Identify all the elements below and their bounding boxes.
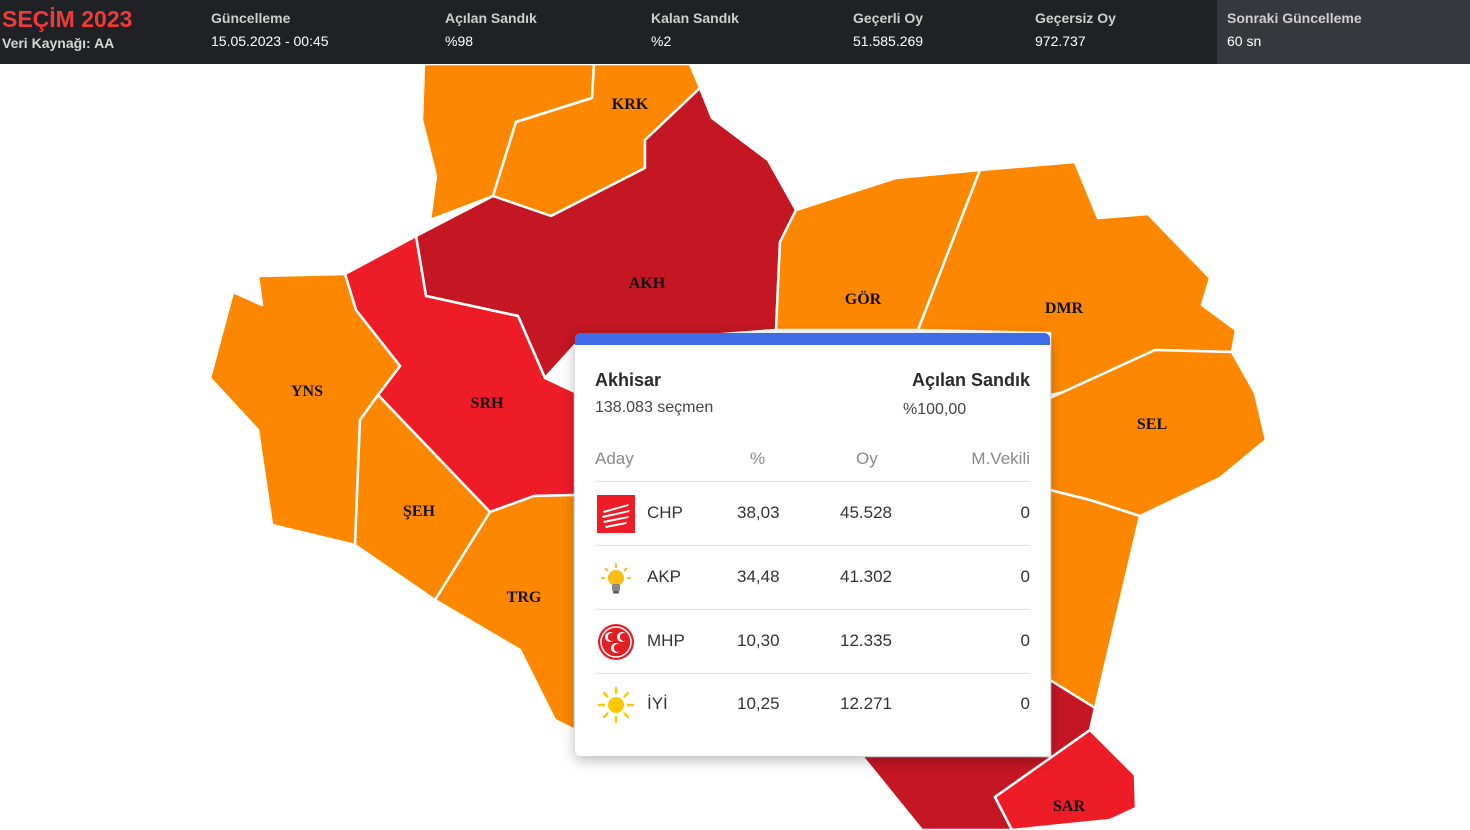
- stat-label: Geçerli Oy: [853, 10, 924, 26]
- stat-label: Sonraki Güncelleme: [1227, 10, 1362, 26]
- stat-label: Geçersiz Oy: [1035, 10, 1116, 26]
- table-row: İYİ 10,25 12.271 0: [595, 673, 1030, 736]
- stat-invalid-votes: Geçersiz Oy 972.737: [1035, 9, 1116, 53]
- map-label-dmr: DMR: [1045, 300, 1084, 317]
- party-percent: 10,25: [737, 694, 780, 713]
- stat-label: Açılan Sandık: [445, 10, 537, 26]
- map-label-sar: SAR: [1053, 798, 1085, 815]
- district-dmr[interactable]: [916, 160, 1238, 397]
- map-label-gor: GÖR: [845, 290, 882, 308]
- stat-value: %98: [445, 33, 474, 49]
- stat-label: Kalan Sandık: [651, 10, 739, 26]
- tooltip-accent-bar: [575, 333, 1050, 345]
- tooltip-district-name: Akhisar: [595, 370, 662, 390]
- stat-value: %2: [651, 33, 672, 49]
- column-percent: %: [750, 449, 766, 468]
- table-row: AKP 34,48 41.302 0: [595, 546, 1030, 610]
- column-mps: M.Vekili: [971, 449, 1030, 468]
- chp-logo-icon: [597, 495, 635, 533]
- party-votes: 12.271: [840, 694, 892, 713]
- district-map: KRK AKH GÖR DMR YNS SRH SEL ŞEH TRG SAR: [208, 64, 1268, 830]
- party-name: CHP: [647, 503, 683, 522]
- map-label-sel: SEL: [1137, 416, 1167, 433]
- app-title: SEÇİM 2023: [2, 6, 133, 32]
- party-percent: 10,30: [737, 631, 780, 650]
- results-table-header: Aday % Oy M.Vekili: [595, 439, 1030, 482]
- tooltip-voter-count: 138.083 seçmen: [595, 399, 714, 416]
- table-row: MHP 10,30 12.335 0: [595, 610, 1030, 674]
- stat-value: 15.05.2023 - 00:45: [211, 33, 329, 49]
- stat-label: Güncelleme: [211, 10, 291, 26]
- stat-remaining-boxes: Kalan Sandık %2: [651, 9, 739, 53]
- district-bottom-red[interactable]: [860, 678, 1097, 830]
- stat-opened-boxes: Açılan Sandık %98: [445, 9, 537, 53]
- mhp-crescents-icon: [598, 624, 634, 660]
- party-name: MHP: [647, 631, 685, 650]
- district-seh[interactable]: [353, 393, 492, 602]
- party-mps: 0: [1020, 694, 1030, 713]
- map-label-trg: TRG: [507, 589, 542, 606]
- tooltip-opened-label: Açılan Sandık: [911, 370, 1030, 390]
- district-tooltip: Akhisar 138.083 seçmen Açılan Sandık %10…: [575, 333, 1050, 756]
- brand: SEÇİM 2023 Veri Kaynağı: AA: [2, 6, 132, 54]
- map-label-yns: YNS: [291, 383, 323, 400]
- table-row: CHP 38,03 45.528 0: [595, 482, 1030, 546]
- party-votes: 45.528: [840, 503, 892, 522]
- party-votes: 12.335: [840, 631, 892, 650]
- map-label-seh: ŞEH: [403, 503, 436, 520]
- district-trg[interactable]: [433, 493, 577, 732]
- akp-bulb-icon: [601, 563, 631, 594]
- party-mps: 0: [1020, 567, 1030, 586]
- stat-value: 972.737: [1035, 33, 1086, 49]
- district-right-middle[interactable]: [1048, 488, 1142, 710]
- stat-value: 60 sn: [1227, 33, 1262, 49]
- party-name: İYİ: [647, 694, 668, 713]
- party-votes: 41.302: [840, 567, 892, 586]
- map-label-srh: SRH: [471, 395, 504, 412]
- data-source: Veri Kaynağı: AA: [2, 35, 115, 51]
- column-votes: Oy: [856, 449, 878, 468]
- stat-next-update: Sonraki Güncelleme 60 sn: [1227, 9, 1362, 53]
- party-mps: 0: [1020, 503, 1030, 522]
- stat-valid-votes: Geçerli Oy 51.585.269: [853, 9, 923, 53]
- district-sar[interactable]: [993, 728, 1138, 830]
- map-label-krk: KRK: [612, 96, 649, 113]
- iyi-sun-icon: [597, 686, 635, 724]
- next-update-panel: Sonraki Güncelleme 60 sn: [1217, 0, 1470, 64]
- map-label-akh: AKH: [629, 275, 666, 292]
- party-percent: 38,03: [737, 503, 780, 522]
- party-mps: 0: [1020, 631, 1030, 650]
- tooltip-opened-value: %100,00: [903, 401, 967, 418]
- stat-update-time: Güncelleme 15.05.2023 - 00:45: [211, 9, 329, 53]
- top-bar: SEÇİM 2023 Veri Kaynağı: AA Güncelleme 1…: [0, 0, 1470, 64]
- party-percent: 34,48: [737, 567, 780, 586]
- district-sel[interactable]: [1048, 348, 1268, 518]
- stat-value: 51.585.269: [853, 33, 924, 49]
- party-name: AKP: [647, 567, 682, 586]
- column-candidate: Aday: [595, 449, 634, 468]
